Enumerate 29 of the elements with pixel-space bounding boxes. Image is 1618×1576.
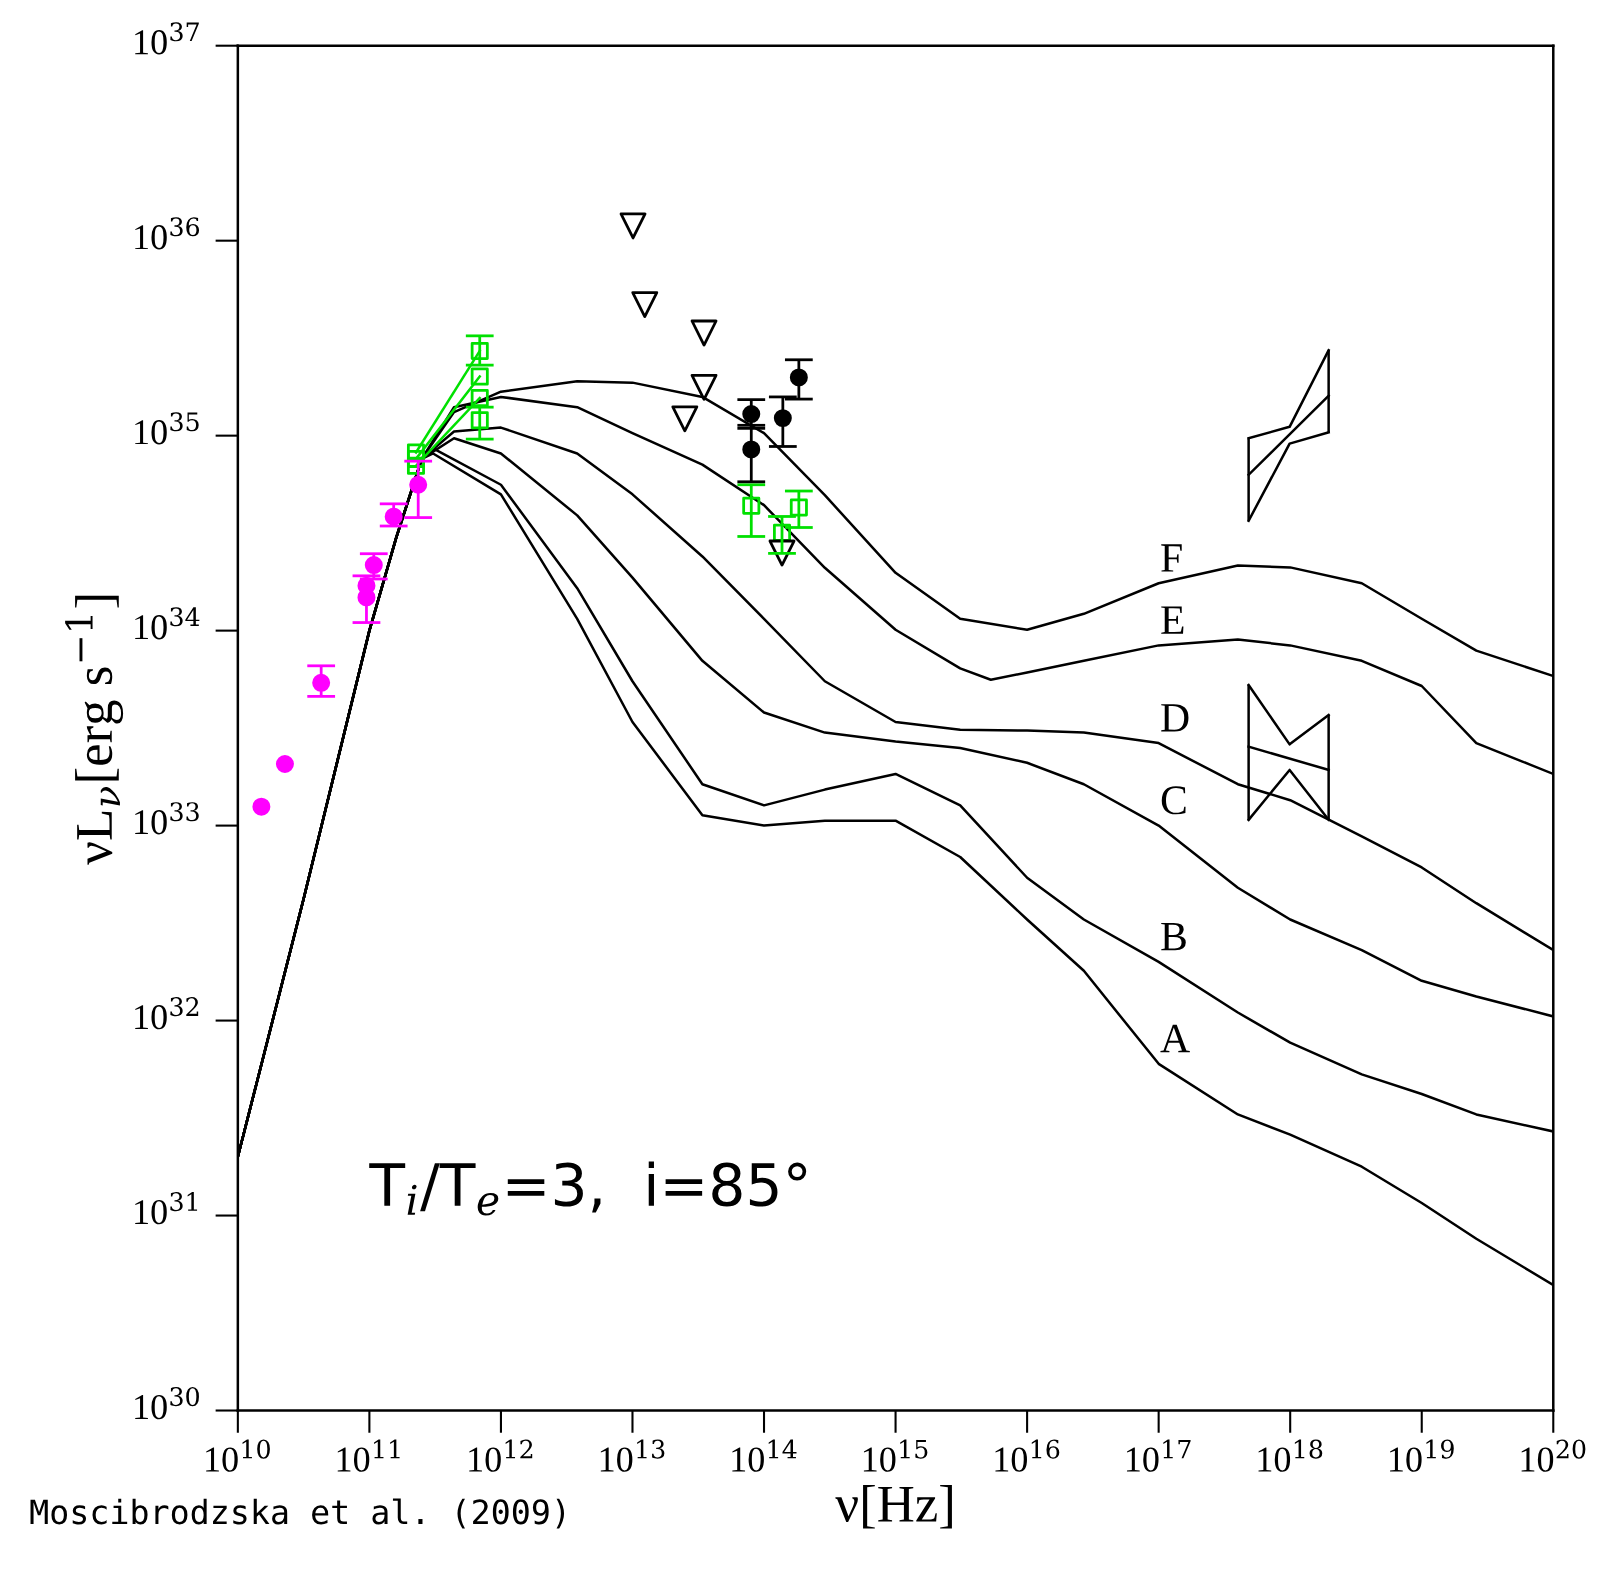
series-label: A	[1160, 1024, 1190, 1053]
series-label: C	[1161, 786, 1186, 815]
y-tick-label: 10$^{37}$	[135, 22, 199, 55]
x-tick-label: 10$^{18}$	[1258, 1439, 1323, 1472]
x-tick-label: 10$^{16}$	[995, 1439, 1060, 1472]
series-label: E	[1161, 606, 1184, 634]
x-tick-label: 10$^{19}$	[1390, 1439, 1454, 1472]
x-tick-label: 10$^{11}$	[337, 1439, 400, 1472]
annotation: T$_{i}$/T$_{e}$=3, i=85°	[369, 1161, 807, 1216]
x-tick-label: 10$^{17}$	[1126, 1439, 1191, 1472]
y-tick-label: 10$^{32}$	[135, 997, 199, 1030]
x-tick-label: 10$^{20}$	[1521, 1439, 1586, 1472]
y-tick-label: 10$^{33}$	[135, 802, 199, 835]
y-axis-title: νL$_{ν}$[erg s$^{−1}$]	[65, 595, 124, 865]
series-label: D	[1161, 704, 1189, 732]
y-tick-label: 10$^{34}$	[135, 607, 200, 640]
x-tick-label: 10$^{10}$	[206, 1439, 270, 1472]
x-tick-label: 10$^{15}$	[863, 1439, 928, 1472]
text: Moscibrodzska et al. (2009)	[30, 1498, 565, 1529]
y-tick-label: 10$^{35}$	[135, 412, 199, 445]
series-label: F	[1161, 544, 1182, 572]
y-tick-label: 10$^{36}$	[135, 217, 200, 250]
x-tick-label: 10$^{13}$	[600, 1439, 665, 1472]
y-tick-label: 10$^{31}$	[135, 1192, 198, 1225]
series-label: B	[1161, 922, 1186, 951]
x-axis-title: ν[Hz]	[835, 1484, 952, 1529]
y-tick-label: 10$^{30}$	[135, 1387, 199, 1420]
x-tick-label: 10$^{12}$	[469, 1439, 533, 1472]
x-tick-label: 10$^{14}$	[732, 1439, 797, 1472]
